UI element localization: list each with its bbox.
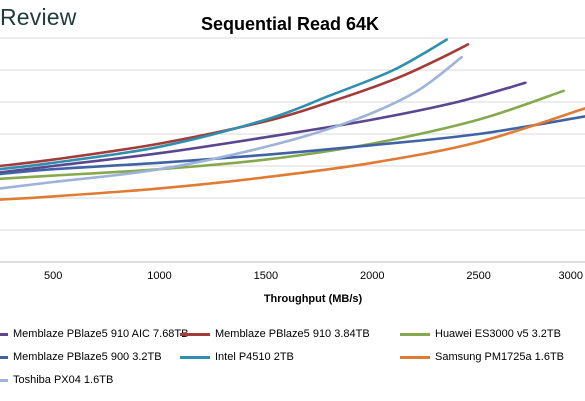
brand-logo: Review xyxy=(0,4,77,30)
series-line xyxy=(0,107,585,201)
x-tick-label: 3000 xyxy=(559,270,583,282)
x-tick-label: 500 xyxy=(44,270,62,282)
legend-item: Memblaze PBlaze5 900 3.2TB xyxy=(0,351,162,363)
series-line xyxy=(0,115,585,176)
legend-swatch xyxy=(180,355,210,359)
legend-label: Memblaze PBlaze5 910 AIC 7.68TB xyxy=(13,328,189,340)
series-line xyxy=(0,38,448,171)
series-line xyxy=(0,81,527,174)
series-line xyxy=(0,43,470,168)
legend-item: Toshiba PX04 1.6TB xyxy=(0,374,113,386)
legend-item: Memblaze PBlaze5 910 AIC 7.68TB xyxy=(0,328,188,340)
legend-label: Memblaze PBlaze5 910 3.84TB xyxy=(215,328,370,340)
x-axis-ticks: 500 1000 1500 2000 2500 3000 xyxy=(44,270,583,282)
chart-legend: Memblaze PBlaze5 910 AIC 7.68TB Memblaze… xyxy=(0,323,585,401)
legend-swatch xyxy=(180,332,210,336)
legend-swatch xyxy=(0,378,8,382)
x-tick-label: 1500 xyxy=(254,270,278,282)
legend-item: Samsung PM1725a 1.6TB xyxy=(400,351,564,363)
legend-label: Samsung PM1725a 1.6TB xyxy=(435,351,565,363)
legend-item: Intel P4510 2TB xyxy=(180,351,294,363)
legend-label: Intel P4510 2TB xyxy=(215,351,294,363)
x-tick-label: 2500 xyxy=(466,270,490,282)
legend-label: Memblaze PBlaze5 900 3.2TB xyxy=(13,351,162,363)
x-tick-label: 1000 xyxy=(147,270,171,282)
legend-swatch xyxy=(0,332,8,336)
legend-label: Huawei ES3000 v5 3.2TB xyxy=(435,328,561,340)
series-line xyxy=(0,55,463,190)
x-axis-label: Throughput (MB/s) xyxy=(264,293,363,305)
chart-series-group xyxy=(0,38,585,201)
legend-swatch xyxy=(400,355,430,359)
legend-label: Toshiba PX04 1.6TB xyxy=(13,374,114,386)
legend-swatch xyxy=(400,332,430,336)
legend-item: Memblaze PBlaze5 910 3.84TB xyxy=(180,328,370,340)
chart-title: Sequential Read 64K xyxy=(200,14,380,34)
chart-grid xyxy=(0,37,585,263)
x-tick-label: 2000 xyxy=(360,270,384,282)
series-line xyxy=(0,89,565,181)
legend-item: Huawei ES3000 v5 3.2TB xyxy=(400,328,561,340)
legend-swatch xyxy=(0,355,8,359)
